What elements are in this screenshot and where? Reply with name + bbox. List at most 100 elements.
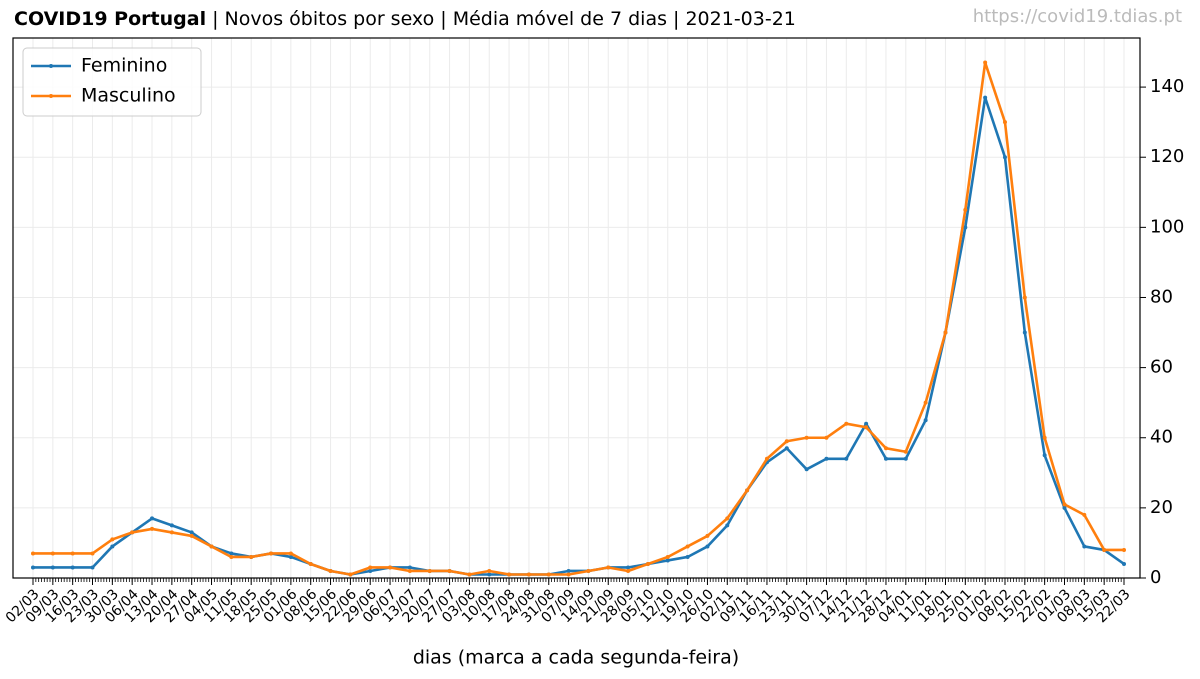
point (209, 544, 214, 549)
point (685, 544, 690, 549)
point (368, 568, 373, 573)
y-tick-label: 140 (1150, 76, 1184, 97)
point (130, 530, 135, 535)
point (407, 568, 412, 573)
series-line (33, 96, 1125, 576)
point (665, 554, 670, 559)
y-tick-label: 60 (1150, 357, 1173, 378)
point (288, 554, 293, 559)
point (90, 551, 95, 556)
point (507, 572, 512, 577)
point (1062, 502, 1067, 507)
point (586, 568, 591, 573)
point (1082, 544, 1087, 549)
point (1122, 547, 1126, 552)
point (169, 530, 174, 535)
point (288, 551, 293, 556)
plot (31, 60, 1126, 577)
point (50, 565, 55, 570)
point (963, 207, 968, 212)
point (487, 568, 492, 573)
point (467, 572, 472, 577)
point (883, 456, 888, 461)
point (784, 439, 789, 444)
point (903, 456, 908, 461)
point (189, 533, 194, 538)
point (1022, 295, 1027, 300)
point (685, 554, 690, 559)
point (923, 400, 928, 405)
legend-label: Feminino (81, 55, 167, 77)
point (70, 551, 75, 556)
point (804, 467, 809, 472)
point (150, 526, 155, 531)
point (110, 544, 115, 549)
y-tick-label: 100 (1150, 216, 1184, 237)
y-tick-label: 0 (1150, 567, 1161, 588)
point (626, 565, 631, 570)
point (1002, 120, 1007, 125)
point (725, 523, 730, 528)
x-axis-label: dias (marca a cada segunda-feira) (413, 647, 739, 669)
point (983, 95, 988, 100)
point (169, 523, 174, 528)
point (824, 435, 829, 440)
point (705, 533, 710, 538)
point (745, 488, 750, 493)
title-rest: | Novos óbitos por sexo | Média móvel de… (212, 8, 796, 30)
point (388, 565, 393, 570)
y-tick-label: 120 (1150, 146, 1184, 167)
point (31, 565, 35, 570)
point (804, 435, 809, 440)
point (824, 456, 829, 461)
source: https://covid19.tdias.pt (973, 6, 1182, 27)
point (784, 446, 789, 451)
point (923, 418, 928, 423)
point (883, 446, 888, 451)
point (1022, 330, 1027, 335)
title-bold: COVID19 Portugal (14, 8, 206, 30)
point (903, 449, 908, 454)
point (566, 568, 571, 573)
point (1102, 547, 1107, 552)
point (1002, 155, 1007, 160)
y-tick-label: 20 (1150, 497, 1173, 518)
point (150, 516, 155, 521)
point (983, 60, 988, 65)
point (864, 425, 869, 430)
point (943, 330, 948, 335)
point (1082, 512, 1087, 517)
point (427, 568, 432, 573)
grid: 02/0309/0316/0323/0330/0306/0413/0420/04… (3, 38, 1184, 626)
point (1122, 561, 1126, 566)
point (844, 456, 849, 461)
point (189, 530, 194, 535)
point (546, 572, 551, 577)
point (70, 565, 75, 570)
y-tick-label: 80 (1150, 286, 1173, 307)
point (566, 572, 571, 577)
point (844, 421, 849, 426)
plot-frame (12, 37, 1141, 579)
legend: Feminino Masculino (22, 47, 202, 117)
series-line (33, 61, 1124, 576)
point (269, 551, 274, 556)
point (308, 561, 313, 566)
point (249, 554, 254, 559)
point (626, 568, 631, 573)
legend-marker (49, 94, 53, 98)
legend-marker (49, 64, 53, 68)
point (407, 565, 412, 570)
point (90, 565, 95, 570)
point (606, 565, 611, 570)
point (447, 568, 452, 573)
point (110, 537, 115, 542)
point (229, 551, 234, 556)
point (348, 572, 353, 577)
point (229, 554, 234, 559)
point (764, 456, 769, 461)
y-tick-label: 40 (1150, 427, 1173, 448)
chart-title: COVID19 Portugal | Novos óbitos por sexo … (14, 8, 796, 30)
point (526, 572, 531, 577)
